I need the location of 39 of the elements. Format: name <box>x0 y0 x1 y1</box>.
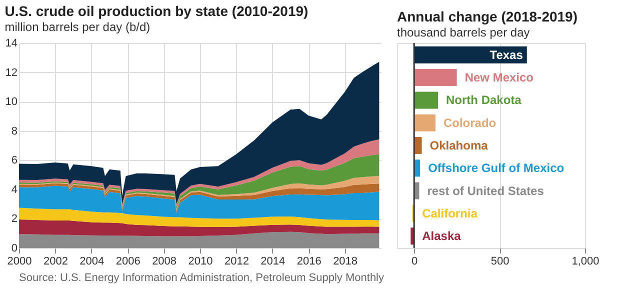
y-tick-label: Alaska <box>422 229 462 244</box>
x-tick-label: 500 <box>490 256 510 268</box>
x-tick-label: 2010 <box>188 256 213 268</box>
x-tick-label: 2002 <box>43 256 68 268</box>
y-tick-label: rest of United States <box>427 184 544 198</box>
y-tick-label: Offshore Gulf of Mexico <box>428 161 564 176</box>
y-tick-label: Oklahoma <box>430 138 488 152</box>
y-tick-label: 2 <box>11 213 18 226</box>
y-tick-label: 6 <box>11 154 18 167</box>
x-tick-label: 2014 <box>260 256 286 268</box>
bar <box>414 69 457 86</box>
y-tick-label: California <box>422 206 478 220</box>
chart-title: Annual change (2018-2019) <box>397 8 578 24</box>
chart-subtitle: thousand barrels per day <box>397 25 530 40</box>
x-tick-label: 2000 <box>7 256 32 268</box>
chart-subtitle: million barrels per day (b/d) <box>4 20 150 34</box>
y-tick-label: 8 <box>11 125 18 138</box>
source-note: Source: U.S. Energy Information Administration, Petroleum Supply Monthly <box>19 272 385 284</box>
y-tick-label: 14 <box>5 38 18 50</box>
y-tick-label: 12 <box>5 66 18 79</box>
y-tick-label: 4 <box>11 184 18 196</box>
x-tick-label: 2016 <box>296 256 322 268</box>
x-tick-label: 0 <box>412 256 418 268</box>
y-tick-label: 0 <box>11 242 18 254</box>
bar <box>414 114 436 132</box>
x-tick-label: 2008 <box>152 256 177 268</box>
bar <box>414 92 438 109</box>
x-tick-label: 2018 <box>333 256 358 268</box>
chart-title: U.S. crude oil production by state (2010-2019) <box>4 3 308 19</box>
y-tick-label: Texas <box>490 48 524 62</box>
y-tick-label: 10 <box>5 96 18 108</box>
x-tick-label: 2012 <box>224 256 249 268</box>
y-tick-label: North Dakota <box>446 93 522 108</box>
y-tick-label: Colorado <box>443 116 496 130</box>
y-tick-label: New Mexico <box>464 70 534 85</box>
x-tick-label: 2004 <box>80 256 104 268</box>
x-tick-label: 2006 <box>116 256 140 268</box>
x-tick-label: 1,000 <box>572 256 600 268</box>
bar <box>414 46 527 64</box>
